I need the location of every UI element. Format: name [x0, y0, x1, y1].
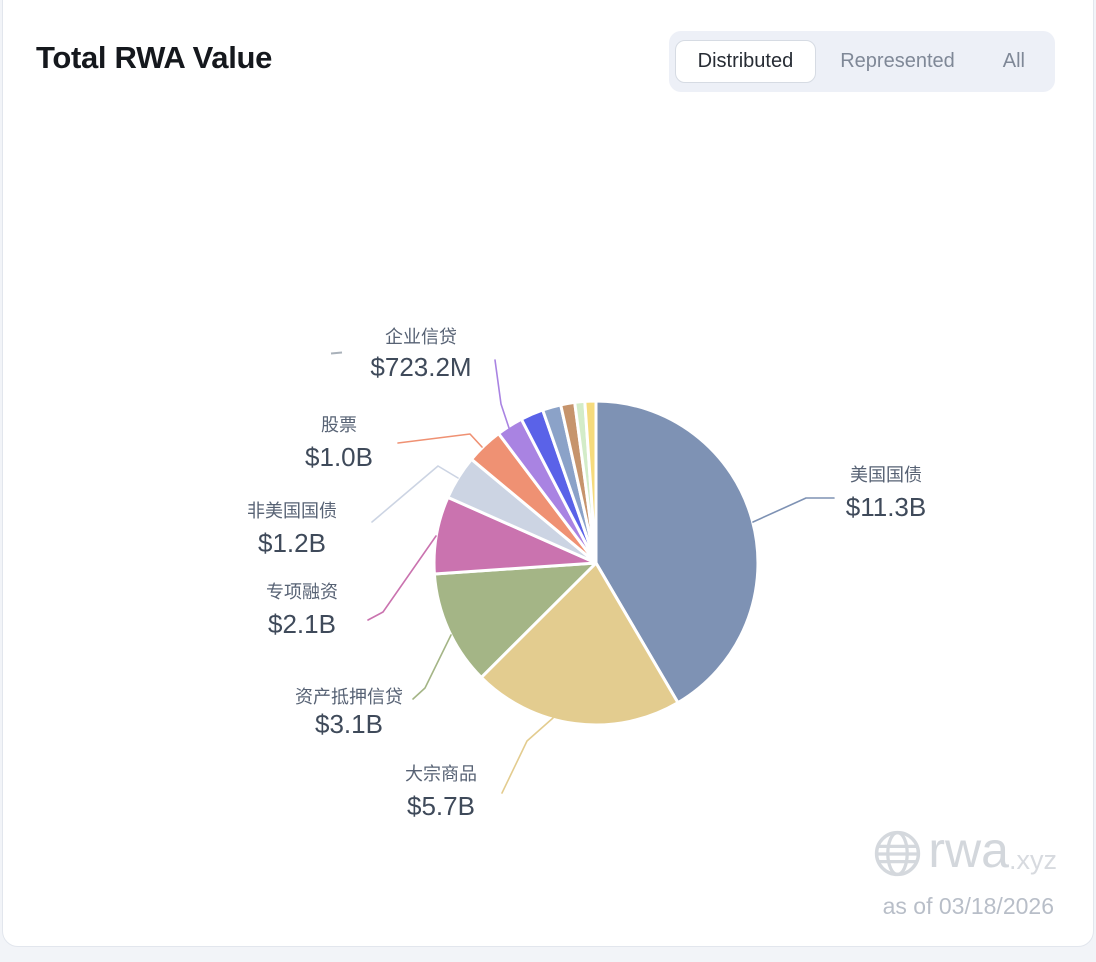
label-line-资产抵押信贷 [412, 634, 452, 700]
label-line-企业信贷 [494, 359, 510, 429]
slice-value: $1.2B [258, 527, 326, 558]
tab-represented[interactable]: Represented [840, 50, 955, 72]
label-line-股票 [397, 433, 483, 448]
pie-label-corporate-credit: 企业信贷 $723.2M [370, 326, 471, 383]
slice-label: 股票 [320, 415, 357, 435]
watermark-suffix: .xyz [1008, 845, 1057, 875]
slice-label: 美国国债 [849, 465, 922, 485]
watermark-brand: rwa [928, 822, 1009, 878]
pie-slice-美国国债[interactable] [594, 399, 760, 705]
view-switcher: Distributed Represented All [668, 31, 1055, 92]
slice-value: $5.7B [407, 790, 475, 821]
slice-label: 资产抵押信贷 [295, 687, 403, 707]
clipped-label-line [330, 351, 343, 355]
pie-label-special-financing: 专项融资 $2.1B [266, 581, 338, 640]
slice-value: $3.1B [315, 708, 383, 739]
slice-value: $2.1B [268, 608, 336, 639]
pie-label-commodities: 大宗商品 $5.7B [405, 763, 477, 822]
tab-all[interactable]: All [1002, 50, 1025, 72]
label-line-专项融资 [367, 535, 437, 621]
label-line-大宗商品 [501, 717, 554, 794]
pie-slice-资产抵押信贷[interactable] [432, 561, 598, 679]
slice-value: $11.3B [845, 491, 927, 522]
slice-label: 大宗商品 [405, 764, 477, 784]
slice-label: 非美国国债 [247, 501, 337, 521]
slice-label: 企业信贷 [385, 327, 457, 347]
pie-slice-unlabeled-11[interactable] [583, 399, 598, 565]
pie-label-asset-backed-credit: 资产抵押信贷 $3.1B [295, 686, 403, 740]
page-title: Total RWA Value [36, 40, 273, 75]
globe-icon [875, 830, 921, 877]
label-line-美国国债 [752, 497, 835, 523]
label-line-非美国国债 [371, 465, 459, 523]
pie-label-non-us-treasury: 非美国国债 $1.2B [247, 500, 337, 559]
pie-slice-大宗商品[interactable] [479, 561, 680, 727]
slice-label: 专项融资 [266, 582, 338, 602]
tab-distributed[interactable]: Distributed [674, 40, 817, 83]
as-of-date: as of 03/18/2026 [882, 893, 1054, 919]
pie-label-us-treasury: 美国国债 $11.3B [846, 464, 926, 523]
slice-value: $1.0B [305, 441, 373, 472]
pie-label-stocks: 股票 $1.0B [305, 414, 373, 473]
slice-value: $723.2M [370, 351, 472, 382]
rwa-xyz-watermark: rwa .xyz [873, 822, 1057, 878]
